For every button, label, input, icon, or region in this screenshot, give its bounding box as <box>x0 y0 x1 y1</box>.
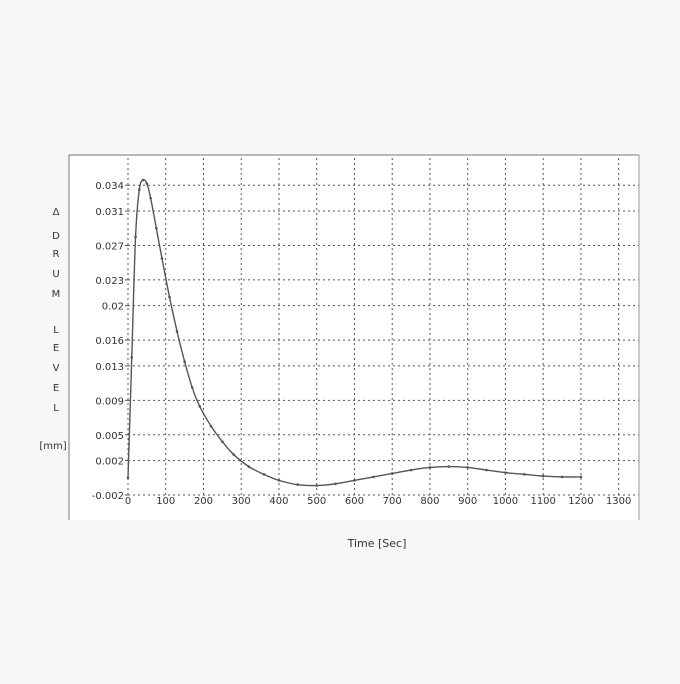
y-tick-label: 0.034 <box>95 181 124 192</box>
data-point <box>198 405 202 408</box>
y-axis-label-letter: [mm] <box>39 441 66 452</box>
x-tick-label: 700 <box>383 496 402 507</box>
data-point <box>130 356 134 359</box>
data-point <box>149 196 152 200</box>
x-tick-label: 800 <box>420 496 439 507</box>
x-tick-label: 1200 <box>568 496 593 507</box>
y-axis-label-letter: E <box>53 383 59 394</box>
x-tick-label: 600 <box>345 496 364 507</box>
y-tick-labels: -0.002 0.002 0.005 0.009 0.013 0.016 0.02 0.023… <box>92 181 128 502</box>
y-axis-label-letter: L <box>53 403 59 414</box>
y-axis-label-letter: U <box>52 269 59 280</box>
y-tick-label: 0.023 <box>95 276 124 287</box>
data-point <box>145 182 149 185</box>
data-point <box>372 475 375 479</box>
y-axis-label-letter: V <box>53 363 60 374</box>
y-axis-label-letter: L <box>53 325 59 336</box>
data-point <box>390 472 394 475</box>
x-tick-label: 200 <box>194 496 213 507</box>
data-point <box>247 465 251 468</box>
y-axis-label-letter: R <box>53 249 60 260</box>
data-point <box>155 226 158 230</box>
x-tick-label: 400 <box>269 496 288 507</box>
data-point <box>141 178 145 182</box>
data-point <box>447 465 451 468</box>
y-tick-label: 0.009 <box>95 396 124 407</box>
x-axis-label: Time [Sec] <box>347 537 407 550</box>
grid-lines <box>127 158 639 496</box>
y-axis-label-letter: M <box>52 289 61 300</box>
data-point <box>315 484 319 487</box>
data-point <box>134 235 137 239</box>
data-point <box>232 453 235 456</box>
data-point <box>168 295 171 299</box>
y-tick-label: 0.031 <box>95 207 124 218</box>
series-layer <box>126 178 583 487</box>
data-point <box>126 476 130 480</box>
x-tick-label: 1000 <box>493 496 518 507</box>
x-tick-label: 100 <box>156 496 175 507</box>
data-point <box>541 474 545 478</box>
data-point <box>296 483 300 486</box>
y-tick-label: 0.016 <box>95 336 124 347</box>
data-point <box>504 471 507 474</box>
data-point <box>334 482 337 486</box>
y-tick-label: 0.005 <box>95 431 124 442</box>
y-tick-label: 0.02 <box>102 302 124 313</box>
y-axis-label-letter: Δ <box>53 207 60 218</box>
x-tick-label: 300 <box>232 496 251 507</box>
y-axis-label-letter: D <box>52 231 60 242</box>
data-point <box>579 475 583 479</box>
data-point <box>428 466 432 469</box>
x-tick-label: 500 <box>307 496 326 507</box>
data-point <box>409 468 413 472</box>
x-tick-labels: 0 100 200 300 400 500 600 700 800 900 1000 1100 1200… <box>125 496 632 507</box>
x-tick-label: 0 <box>125 496 131 507</box>
data-point <box>560 475 564 479</box>
data-point <box>277 479 281 482</box>
data-point <box>353 479 356 482</box>
data-point <box>190 386 194 389</box>
data-point <box>160 257 164 260</box>
data-point <box>523 473 526 476</box>
data-point <box>466 466 469 469</box>
x-tick-label: 1100 <box>530 496 555 507</box>
data-point <box>138 188 141 191</box>
y-tick-label: 0.013 <box>95 362 124 373</box>
data-point <box>209 424 213 428</box>
y-tick-label: -0.002 <box>92 491 124 502</box>
y-tick-label: 0.027 <box>95 241 124 252</box>
x-tick-label: 900 <box>458 496 477 507</box>
data-point <box>262 473 266 476</box>
data-point <box>175 330 179 333</box>
y-tick-label: 0.002 <box>95 457 124 468</box>
x-tick-label: 1300 <box>606 496 631 507</box>
data-point <box>221 440 224 443</box>
data-point <box>485 468 488 472</box>
y-axis-label-letter: E <box>53 343 59 354</box>
data-point <box>183 360 186 363</box>
